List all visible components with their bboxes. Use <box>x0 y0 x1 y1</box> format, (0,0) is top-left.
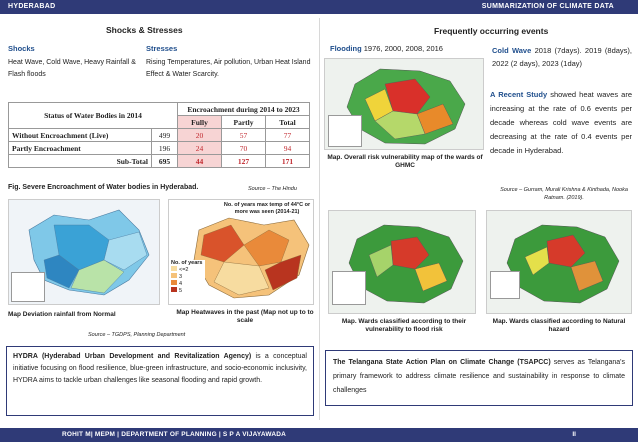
page-number: II <box>572 431 576 438</box>
table-subheader-partly: Partly <box>221 115 266 129</box>
tsapcc-text: serves as Telangana's primary framework … <box>333 359 626 394</box>
header-bar: HYDERABAD SUMMARIZATION OF CLIMATE DATA <box>0 0 638 14</box>
flood-risk-map-graphic <box>348 224 464 304</box>
cold-wave-label: Cold Wave <box>492 46 532 55</box>
table-row: Sub-Total 695 44 127 171 <box>8 154 310 168</box>
row-count: 695 <box>151 154 178 168</box>
legend-item: <=2 <box>171 266 205 273</box>
row-label: Sub-Total <box>8 154 152 168</box>
cold-wave-block: Cold Wave 2018 (7days). 2019 (8days), 20… <box>492 44 632 70</box>
row-label: Without Encroachment (Live) <box>8 128 152 142</box>
table-subheader-total: Total <box>265 115 310 129</box>
maps-source: Source – TGDPS, Planning Department <box>88 332 186 338</box>
shocks-text: Heat Wave, Cold Wave, Heavy Rainfall & F… <box>8 59 136 78</box>
heatwave-map: No. of years max temp of 44°C or more wa… <box>168 199 314 305</box>
column-divider <box>319 18 320 420</box>
flood-risk-caption: Map. Wards classified according to their… <box>341 318 467 333</box>
study-source: Source – Gurram, Murali Krishna & Kintha… <box>500 187 628 201</box>
row-fully: 24 <box>177 141 222 155</box>
heatwave-map-caption: Map Heatwaves in the past (Map not up to… <box>176 309 314 324</box>
hydra-paragraph: HYDRA (Hyderabad Urban Development and R… <box>13 351 307 387</box>
stresses-text: Rising Temperatures, Air pollution, Urba… <box>146 59 311 78</box>
row-partly: 70 <box>221 141 266 155</box>
shocks-stresses-title: Shocks & Stresses <box>106 25 183 35</box>
study-block: A Recent Study showed heat waves are inc… <box>490 88 632 158</box>
stresses-block: Stresses Rising Temperatures, Air pollut… <box>146 44 316 81</box>
row-total: 171 <box>265 154 310 168</box>
table-row: Partly Encroachment 196 24 70 94 <box>8 141 310 155</box>
natural-hazard-caption: Map. Wards classified according to Natur… <box>492 318 626 333</box>
rainfall-map-graphic <box>28 209 150 296</box>
stresses-heading: Stresses <box>146 44 178 53</box>
table-header-status: Status of Water Bodies in 2014 <box>8 102 178 129</box>
natural-hazard-legend <box>490 271 520 299</box>
tsapcc-paragraph: The Telangana State Action Plan on Clima… <box>333 356 625 398</box>
shocks-block: Shocks Heat Wave, Cold Wave, Heavy Rainf… <box>8 44 138 81</box>
row-count: 499 <box>151 128 178 142</box>
natural-hazard-map <box>486 210 632 314</box>
hydra-text: is a conceptual initiative focusing on f… <box>13 353 307 384</box>
row-total: 94 <box>265 141 310 155</box>
table-caption: Fig. Severe Encroachment of Water bodies… <box>8 184 199 191</box>
row-partly: 57 <box>221 128 266 142</box>
tsapcc-box: The Telangana State Action Plan on Clima… <box>325 350 633 406</box>
hydra-title: HYDRA (Hyderabad Urban Development and R… <box>13 353 252 360</box>
heatwave-map-title: No. of years max temp of 44°C or more wa… <box>223 202 311 215</box>
footer-bar: ROHIT M| MEPM | DEPARTMENT OF PLANNING |… <box>0 428 638 442</box>
overall-risk-caption: Map. Overall risk vulnerability map of t… <box>327 154 483 169</box>
header-city: HYDERABAD <box>8 3 56 10</box>
row-fully: 44 <box>177 154 222 168</box>
study-text: showed heat waves are increasing at the … <box>490 90 632 155</box>
legend-item: 4 <box>171 280 205 287</box>
row-count: 196 <box>151 141 178 155</box>
table-subheader-fully: Fully <box>177 115 222 129</box>
table-row: Without Encroachment (Live) 499 20 57 77 <box>8 128 310 142</box>
row-fully: 20 <box>177 128 222 142</box>
table-header-encroachment: Encroachment during 2014 to 2023 <box>177 102 310 116</box>
legend-item: 5 <box>171 287 205 294</box>
overall-risk-legend <box>328 115 362 147</box>
row-total: 77 <box>265 128 310 142</box>
header-title: SUMMARIZATION OF CLIMATE DATA <box>481 3 614 10</box>
table-source: Source – The Hindu <box>248 186 297 192</box>
heatwave-legend-title: No. of years <box>171 260 203 266</box>
hydra-box: HYDRA (Hyderabad Urban Development and R… <box>6 346 314 416</box>
flooding-line: Flooding 1976, 2000, 2008, 2016 <box>330 44 443 53</box>
study-label: A Recent Study <box>490 90 548 99</box>
flooding-label: Flooding <box>330 44 362 53</box>
tsapcc-title: The Telangana State Action Plan on Clima… <box>333 359 551 366</box>
flooding-years: 1976, 2000, 2008, 2016 <box>361 44 443 53</box>
footer-author: ROHIT M| MEPM | DEPARTMENT OF PLANNING |… <box>62 431 287 438</box>
rainfall-deviation-map <box>8 199 160 305</box>
legend-item: 3 <box>171 273 205 280</box>
row-label: Partly Encroachment <box>8 141 152 155</box>
rainfall-map-legend <box>11 272 45 302</box>
heatwave-map-graphic <box>193 217 310 299</box>
shocks-heading: Shocks <box>8 44 35 53</box>
flood-risk-legend <box>332 271 366 305</box>
cold-wave-text: 2018 (7days). 2019 (8days), 2022 (2 days… <box>492 46 633 68</box>
flood-risk-map <box>328 210 476 314</box>
heatwave-legend: No. of years <=2 3 4 5 <box>171 260 205 294</box>
frequent-events-title: Frequently occurring events <box>434 26 549 36</box>
overall-risk-map <box>324 58 484 150</box>
natural-hazard-map-graphic <box>506 224 620 304</box>
water-bodies-table: Status of Water Bodies in 2014 Encroachm… <box>8 102 310 168</box>
rainfall-map-caption: Map Deviation rainfall from Normal <box>8 311 116 318</box>
overall-risk-map-graphic <box>346 68 466 145</box>
row-partly: 127 <box>221 154 266 168</box>
